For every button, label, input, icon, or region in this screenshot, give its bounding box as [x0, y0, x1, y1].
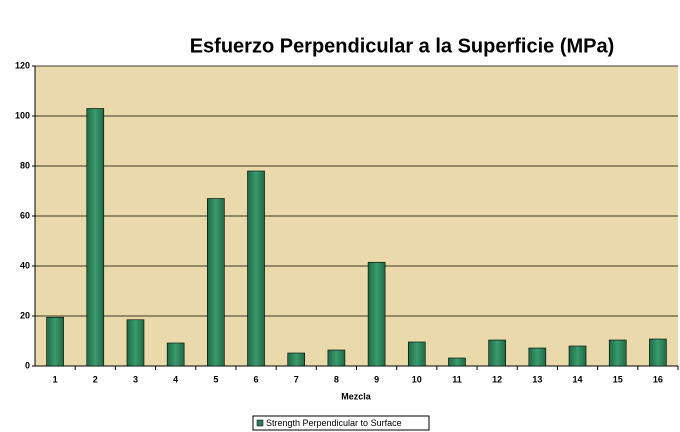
- chart-title: Esfuerzo Perpendicular a la Superficie (…: [190, 35, 615, 57]
- bar: [407, 341, 426, 367]
- x-tick-label: 2: [93, 374, 98, 384]
- y-tick-label: 80: [20, 160, 30, 170]
- bar: [367, 261, 386, 367]
- legend-box: [252, 415, 430, 431]
- x-tick-label: 9: [374, 374, 379, 384]
- legend: Strength Perpendicular to Surface: [252, 415, 430, 431]
- bar: [568, 345, 587, 367]
- x-tick-label: 8: [334, 374, 339, 384]
- bar: [287, 352, 306, 367]
- x-tick-label: 10: [412, 374, 422, 384]
- x-tick-label: 5: [213, 374, 218, 384]
- x-tick-label: 7: [294, 374, 299, 384]
- y-tick-label: 0: [25, 360, 30, 370]
- y-tick-label: 20: [20, 310, 30, 320]
- legend-label: Strength Perpendicular to Surface: [266, 418, 402, 428]
- y-tick-label: 60: [20, 210, 30, 220]
- bar: [528, 347, 547, 367]
- bar: [126, 319, 145, 367]
- bar: [649, 338, 667, 367]
- x-tick-label: 3: [133, 374, 138, 384]
- x-tick-label: 14: [573, 374, 583, 384]
- bar: [207, 198, 225, 367]
- bar: [46, 316, 64, 367]
- x-tick-label: 1: [53, 374, 58, 384]
- x-tick-label: 13: [532, 374, 542, 384]
- y-tick-label: 120: [15, 60, 30, 70]
- bar: [608, 339, 627, 367]
- x-axis-label: Mezcla: [341, 391, 372, 401]
- y-tick-label: 100: [15, 110, 30, 120]
- x-tick-label: 11: [452, 374, 462, 384]
- bar: [488, 339, 506, 367]
- bar: [247, 170, 265, 367]
- bar: [166, 342, 185, 367]
- bar: [327, 349, 346, 367]
- bar: [448, 357, 466, 367]
- x-tick-label: 4: [173, 374, 178, 384]
- x-tick-label: 15: [613, 374, 623, 384]
- y-tick-label: 40: [20, 260, 30, 270]
- x-tick-label: 12: [492, 374, 502, 384]
- legend-swatch: [256, 419, 264, 427]
- x-tick-label: 16: [653, 374, 663, 384]
- bar: [86, 108, 105, 367]
- x-tick-label: 6: [254, 374, 259, 384]
